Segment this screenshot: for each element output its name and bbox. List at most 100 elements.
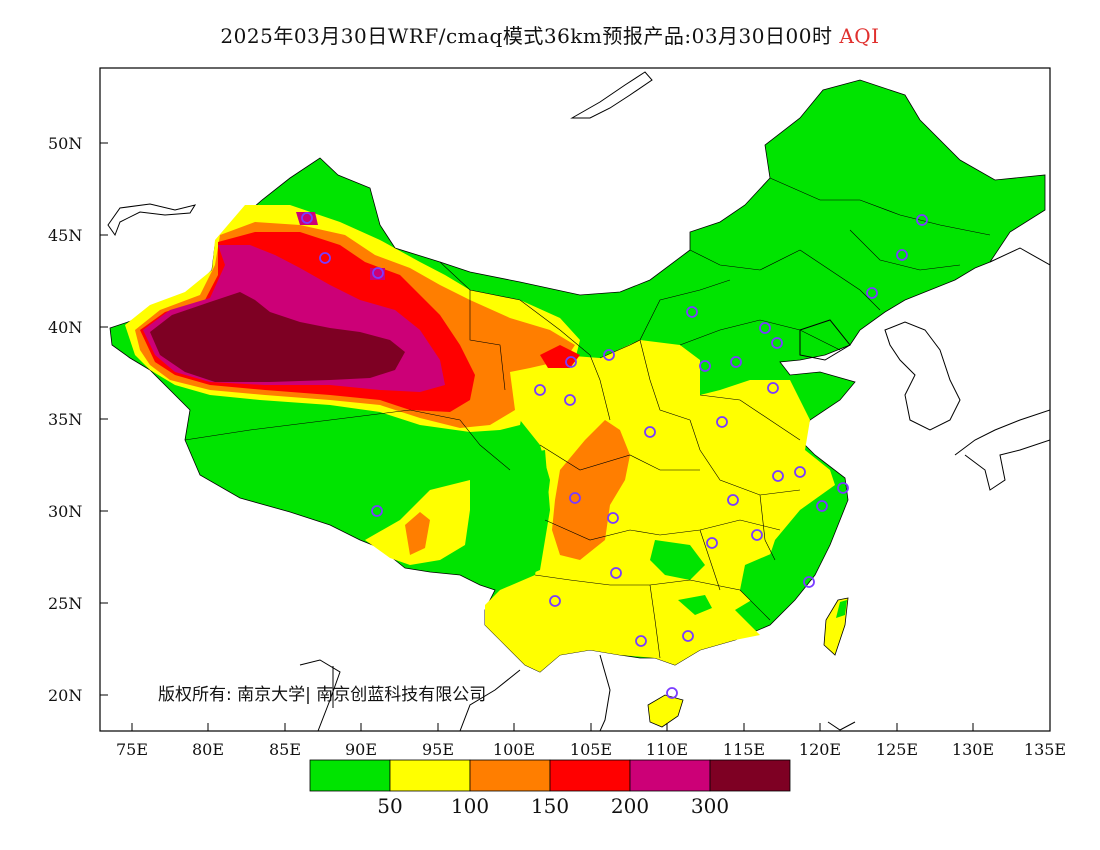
map-frame <box>99 67 1051 732</box>
city-marker <box>564 394 576 406</box>
colorbar-swatch <box>629 759 711 792</box>
lat-label-25n: 25N <box>48 594 83 613</box>
aqi-region-hazardous <box>150 292 405 382</box>
taiwan-green <box>836 600 847 618</box>
city-marker <box>666 687 678 699</box>
lon-label-90e: 90E <box>344 740 378 759</box>
lon-label-125e: 125E <box>875 740 919 759</box>
lon-label-95e: 95E <box>421 740 455 759</box>
lon-label-115e: 115E <box>722 740 766 759</box>
city-marker <box>565 356 577 368</box>
city-marker <box>803 576 815 588</box>
city-marker <box>549 595 561 607</box>
lon-label-130e: 130E <box>951 740 995 759</box>
bay-outline <box>459 669 521 731</box>
lon-label-75e: 75E <box>115 740 149 759</box>
japan-outline-1 <box>954 409 1050 456</box>
city-marker <box>644 426 656 438</box>
lat-label-30n: 30N <box>48 502 83 521</box>
colorbar-swatch <box>709 759 791 792</box>
aqi-field <box>109 79 1046 728</box>
city-marker <box>534 384 546 396</box>
city-marker <box>916 214 928 226</box>
lon-label-100e: 100E <box>492 740 536 759</box>
colorbar-swatch <box>309 759 391 792</box>
coastlines <box>107 71 1050 731</box>
city-marker <box>759 322 771 334</box>
city-marker <box>372 267 384 279</box>
lat-tick-marks <box>100 142 108 696</box>
city-marker <box>686 306 698 318</box>
copyright-text: 版权所有: 南京大学| 南京创蓝科技有限公司 <box>158 685 487 705</box>
city-marker <box>301 212 313 224</box>
city-marker <box>837 482 849 494</box>
city-marker <box>716 416 728 428</box>
lake-baikal-outline <box>570 71 653 119</box>
city-marker <box>816 500 828 512</box>
aqi-region-very-unhealthy-spot-1 <box>296 212 318 225</box>
city-marker <box>751 529 763 541</box>
colorbar-swatch <box>389 759 471 792</box>
colorbar-label-300: 300 <box>690 794 730 818</box>
lon-tick-marks <box>131 723 1051 731</box>
colorbar-swatch <box>549 759 631 792</box>
lon-label-80e: 80E <box>191 740 225 759</box>
colorbar-label-200: 200 <box>610 794 650 818</box>
city-marker <box>319 252 331 264</box>
japan-outline-2 <box>964 439 1050 491</box>
aqi-green-patch-southeast <box>740 550 805 610</box>
city-marker <box>772 470 784 482</box>
colorbar-label-100: 100 <box>450 794 490 818</box>
myanmar-outline <box>299 659 341 731</box>
title-variable: AQI <box>839 24 880 48</box>
city-marker <box>730 356 742 368</box>
bohai-outline <box>799 319 851 361</box>
lat-label-50n: 50N <box>48 134 83 153</box>
city-marker <box>706 537 718 549</box>
city-marker <box>610 567 622 579</box>
colorbar <box>309 759 791 792</box>
lon-label-110e: 110E <box>645 740 689 759</box>
province-boundaries <box>184 177 991 659</box>
city-marker <box>896 249 908 261</box>
city-marker <box>635 635 647 647</box>
colorbar-label-50: 50 <box>377 794 403 818</box>
city-marker <box>607 512 619 524</box>
city-markers <box>301 212 928 699</box>
lon-label-120e: 120E <box>798 740 842 759</box>
aqi-green-patch-south <box>650 540 705 580</box>
city-marker <box>699 360 711 372</box>
colorbar-swatch <box>469 759 551 792</box>
lon-label-135e: 135E <box>1023 740 1067 759</box>
title-main: 2025年03月30日WRF/cmaq模式36km预报产品:03月30日00时 <box>220 24 833 48</box>
city-marker <box>794 466 806 478</box>
aqi-green-patch-guangxi <box>678 595 712 615</box>
city-marker <box>727 494 739 506</box>
indochina-outline <box>599 654 611 731</box>
russia-coast-outline <box>989 247 1050 266</box>
city-marker <box>767 382 779 394</box>
city-marker <box>771 337 783 349</box>
colorbar-label-150: 150 <box>530 794 570 818</box>
lat-label-20n: 20N <box>48 686 83 705</box>
map-title: 2025年03月30日WRF/cmaq模式36km预报产品:03月30日00时 … <box>0 20 1100 49</box>
city-marker <box>569 492 581 504</box>
aqi-green-patch-sichuan-west <box>470 450 550 585</box>
lat-label-45n: 45N <box>48 226 83 245</box>
lat-label-40n: 40N <box>48 318 83 337</box>
hainan-island <box>647 694 684 728</box>
aqi-region-usg-sichuan <box>552 420 630 560</box>
lat-label-35n: 35N <box>48 410 83 429</box>
aqi-region-usg-tibet <box>405 512 430 555</box>
hainan-coast <box>827 721 856 731</box>
city-marker <box>866 287 878 299</box>
lake-balkhash-outline <box>107 203 197 237</box>
city-marker <box>371 505 383 517</box>
lon-label-105e: 105E <box>569 740 613 759</box>
korea-outline <box>884 321 961 431</box>
lon-label-85e: 85E <box>268 740 302 759</box>
city-marker <box>682 630 694 642</box>
city-marker <box>603 349 615 361</box>
aqi-region-unhealthy-gansu <box>540 345 580 368</box>
